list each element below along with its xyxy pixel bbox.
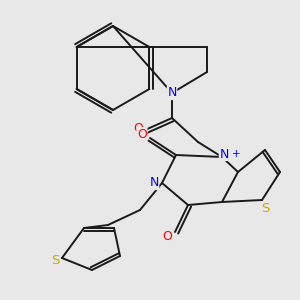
Text: O: O <box>137 128 147 140</box>
Text: O: O <box>133 122 143 134</box>
Text: N: N <box>167 86 177 100</box>
Text: N: N <box>149 176 159 190</box>
Text: S: S <box>51 254 59 268</box>
Text: N: N <box>219 148 229 160</box>
Text: O: O <box>162 230 172 242</box>
Text: +: + <box>232 149 240 159</box>
Text: S: S <box>261 202 269 215</box>
